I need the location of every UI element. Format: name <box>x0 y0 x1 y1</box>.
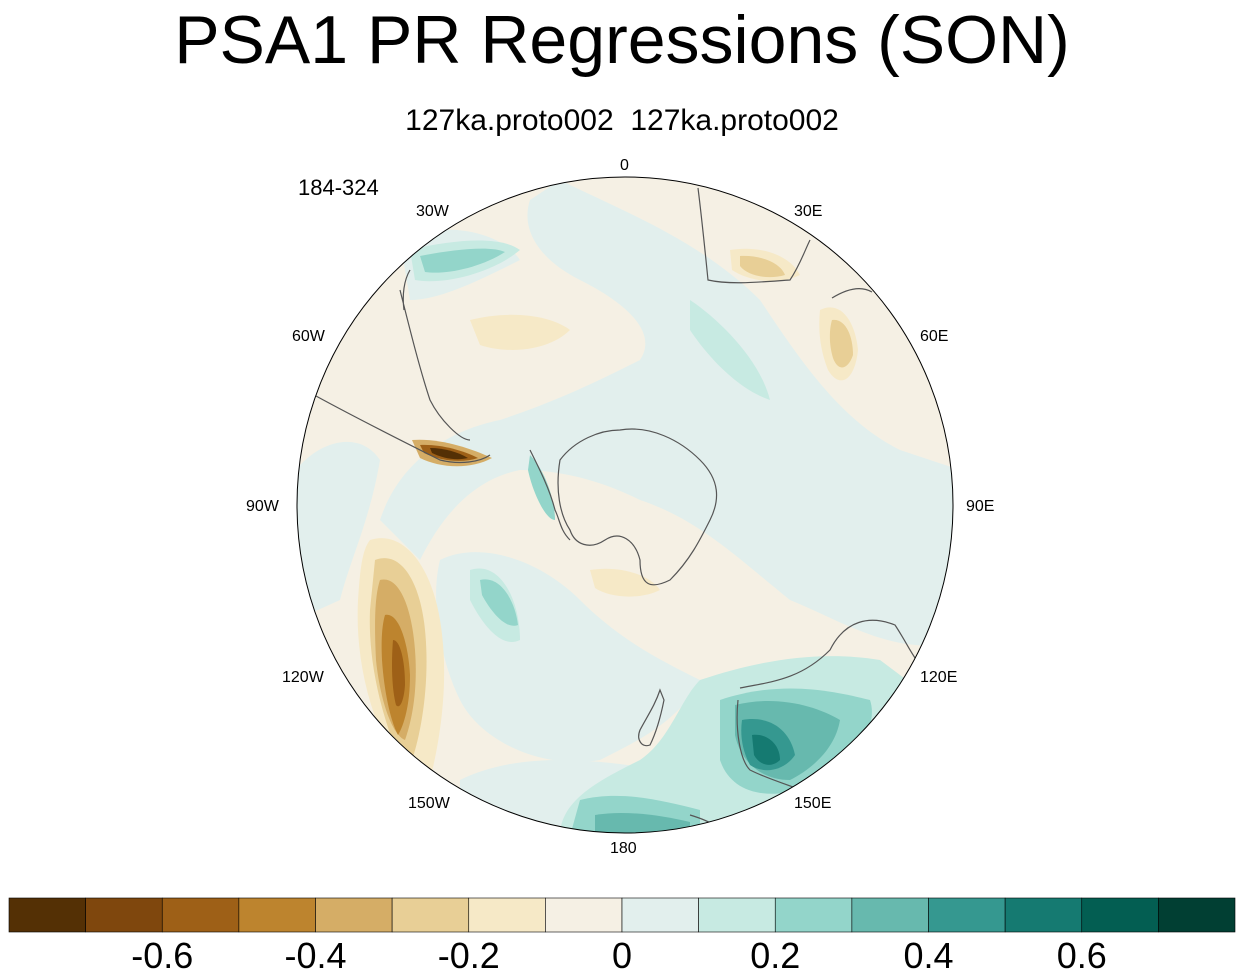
peninsula-coast <box>529 449 571 541</box>
africa-coast <box>697 187 873 299</box>
lon-label-30e: 30E <box>794 203 823 220</box>
colorbar-swatch <box>391 897 470 933</box>
lon-label-150e: 150E <box>794 795 832 812</box>
new-zealand-coast <box>638 688 665 747</box>
coastlines <box>315 187 919 827</box>
colorbar-swatch <box>1081 897 1159 933</box>
lon-label-60w: 60W <box>292 328 325 345</box>
colorbar-swatch <box>545 897 623 933</box>
contour-region <box>528 455 555 520</box>
colorbar-swatch <box>468 897 546 933</box>
lon-label-180: 180 <box>610 840 637 857</box>
colorbar-tick-label: -0.4 <box>284 935 347 976</box>
colorbar-tick-label: -0.2 <box>437 935 500 976</box>
contour-region <box>690 300 770 400</box>
lon-label-60e: 60E <box>920 328 949 345</box>
contour-region <box>380 180 953 646</box>
contour-region <box>740 255 785 278</box>
colorbar-swatch <box>928 897 1006 933</box>
colorbar <box>8 897 1236 933</box>
colorbar-tick-label: -0.6 <box>131 935 194 976</box>
contour-region <box>480 579 518 626</box>
colorbar-tick-label: 0 <box>611 935 633 976</box>
contour-region <box>420 248 505 273</box>
colorbar-swatch <box>315 897 393 933</box>
map-field <box>297 177 953 833</box>
australia-coast <box>736 619 919 791</box>
colorbar-swatch <box>8 897 86 933</box>
lon-label-150w: 150W <box>408 795 450 812</box>
contour-region <box>470 314 570 350</box>
map-border <box>296 176 954 834</box>
contour-region <box>590 568 660 597</box>
colorbar-swatch <box>1004 897 1083 933</box>
colorbar-swatch <box>85 897 163 933</box>
figure-title: PSA1 PR Regressions (SON) <box>174 2 1070 78</box>
contour-region <box>829 319 853 368</box>
south-america-coast <box>315 269 491 464</box>
colorbar-tick-label: 0.2 <box>750 935 801 976</box>
contour-region <box>392 640 405 707</box>
colorbar-swatch <box>161 897 240 933</box>
figure-subtitle: 127ka.proto002 127ka.proto002 <box>405 104 839 137</box>
lon-label-120e: 120E <box>920 669 958 686</box>
colorbar-swatch <box>1158 897 1236 933</box>
contour-region <box>752 734 780 765</box>
lon-label-90w: 90W <box>246 498 279 515</box>
lon-label-120w: 120W <box>282 669 324 686</box>
year-range-label: 184-324 <box>298 175 379 200</box>
contour-region <box>297 442 380 620</box>
lon-label-90e: 90E <box>966 498 995 515</box>
colorbar-swatch <box>851 897 929 933</box>
colorbar-swatch <box>698 897 776 933</box>
lon-label-30w: 30W <box>416 203 449 220</box>
antarctica-coast <box>557 428 718 586</box>
contour-region <box>430 448 468 460</box>
colorbar-swatch <box>238 897 316 933</box>
colorbar-swatch <box>774 897 853 933</box>
colorbar-tick-label: 0.6 <box>1056 935 1107 976</box>
colorbar-tick-label: 0.4 <box>903 935 954 976</box>
colorbar-swatch <box>621 897 699 933</box>
lon-label-0: 0 <box>620 157 629 174</box>
